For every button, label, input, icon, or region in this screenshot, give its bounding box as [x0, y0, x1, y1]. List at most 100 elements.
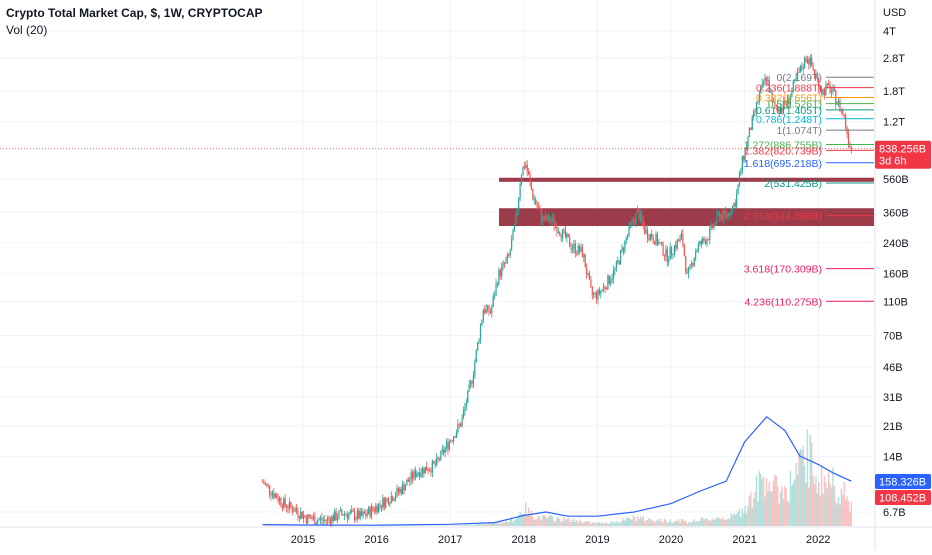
volume-bar: [507, 522, 508, 526]
volume-bar: [481, 524, 482, 526]
candle-body: [548, 216, 549, 221]
candle-body: [367, 514, 368, 516]
candle-body: [418, 472, 419, 473]
candle-body: [617, 261, 618, 262]
volume-bar: [701, 518, 702, 526]
candle-body: [532, 190, 533, 200]
volume-bar: [825, 482, 826, 526]
volume-bar: [812, 475, 813, 526]
chart-title[interactable]: Crypto Total Market Cap, $, 1W, CRYPTOCA…: [6, 6, 263, 20]
volume-bar: [593, 523, 594, 526]
x-tick-label: 2020: [659, 534, 683, 546]
candle-body: [270, 493, 271, 495]
candle-body: [803, 68, 804, 69]
candle-body: [360, 511, 361, 519]
candle-body: [596, 292, 597, 299]
candle-body: [375, 506, 376, 511]
candle-body: [273, 493, 274, 498]
candle-body: [447, 442, 448, 449]
volume-bar: [457, 525, 458, 526]
volume-bar: [824, 476, 825, 526]
volume-bar: [692, 521, 693, 526]
candle-body: [338, 511, 339, 518]
volume-bar: [720, 519, 721, 526]
volume-bar: [641, 518, 642, 526]
volume-bar: [822, 494, 823, 526]
candle-body: [616, 262, 617, 268]
fib-label: 2(531.425B): [764, 178, 822, 190]
volume-bar: [635, 521, 636, 526]
volume-bar: [804, 465, 805, 526]
volume-bar: [505, 520, 506, 526]
volume-bar: [664, 519, 665, 526]
candle-body: [333, 516, 334, 521]
fib-label: 2.618(344.096B): [744, 211, 822, 223]
candle-body: [282, 505, 283, 508]
candle-body: [300, 512, 301, 519]
volume-bar: [569, 523, 570, 526]
volume-bar: [739, 508, 740, 526]
candle-body: [737, 185, 738, 194]
volume-bar: [572, 522, 573, 526]
volume-bar: [647, 520, 648, 526]
volume-bar: [845, 500, 846, 526]
candle-body: [619, 261, 620, 265]
candle-body: [385, 499, 386, 508]
y-tick-label: 6.7B: [883, 507, 906, 519]
candle-body: [545, 215, 546, 220]
candle-body: [692, 263, 693, 266]
volume-bar: [846, 496, 847, 526]
candle-body: [728, 213, 729, 217]
candle-body: [405, 485, 406, 490]
candle-body: [654, 242, 655, 245]
volume-bar: [618, 523, 619, 526]
volume-bar: [570, 519, 571, 526]
candle-body: [848, 134, 849, 144]
volume-bar: [476, 524, 477, 526]
candle-body: [501, 266, 502, 276]
candle-body: [623, 248, 624, 252]
volume-bar: [553, 521, 554, 526]
candle-body: [589, 273, 590, 280]
volume-bar: [752, 508, 753, 526]
candle-body: [381, 505, 382, 507]
candle-body: [719, 212, 720, 219]
volume-bar: [634, 517, 635, 526]
candle-body: [612, 278, 613, 280]
candle-body: [299, 516, 300, 518]
volume-bar: [708, 520, 709, 526]
candle-body: [266, 484, 267, 485]
volume-bar: [490, 524, 491, 526]
volume-bar: [541, 520, 542, 526]
volume-bar: [539, 516, 540, 526]
candle-body: [811, 58, 812, 66]
candle-body: [537, 204, 538, 207]
volume-bar: [832, 468, 833, 526]
candle-body: [452, 441, 453, 442]
candle-body: [580, 247, 581, 252]
volume-bar: [672, 523, 673, 526]
volume-bar: [534, 520, 535, 526]
candle-body: [582, 247, 583, 257]
candle-body: [529, 175, 530, 182]
candle-body: [512, 230, 513, 240]
volume-bar: [531, 510, 532, 526]
candle-body: [476, 350, 477, 362]
candle-body: [587, 273, 588, 274]
candle-body: [603, 286, 604, 289]
volume-bar: [613, 523, 614, 526]
candle-body: [655, 234, 656, 245]
candle-body: [389, 503, 390, 505]
volume-bar: [712, 519, 713, 526]
x-tick-label: 2021: [732, 534, 756, 546]
volume-bar: [754, 492, 755, 526]
candle-body: [682, 234, 683, 246]
volume-badge-label: 158.326B: [879, 477, 926, 489]
candle-body: [555, 225, 556, 226]
volume-bar: [760, 474, 761, 526]
volume-bar: [793, 483, 794, 526]
candle-body: [285, 498, 286, 505]
candle-body: [277, 498, 278, 501]
volume-legend[interactable]: Vol (20): [6, 23, 47, 37]
